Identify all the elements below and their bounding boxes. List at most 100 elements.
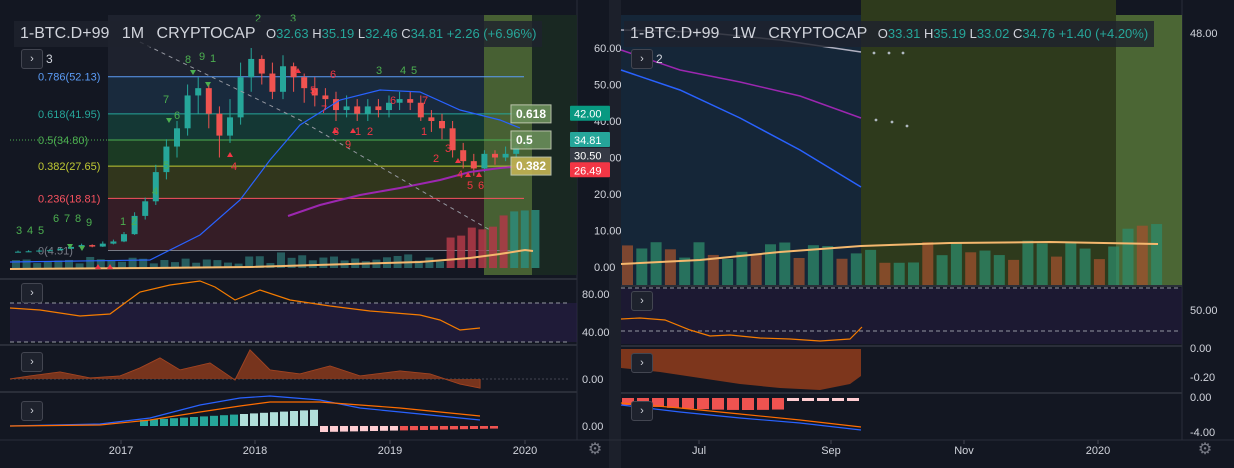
- macd-hist: [210, 415, 218, 426]
- candle: [280, 66, 286, 92]
- left-indicators-toggle[interactable]: › 3: [21, 49, 53, 69]
- chevron-right-icon: ›: [640, 357, 644, 369]
- td-label: 4: [400, 65, 406, 77]
- left-symbol-header[interactable]: 1-BTC.D+99 1M CRYPTOCAP O32.63 H35.19 L3…: [14, 21, 543, 47]
- td-triangle: [67, 244, 73, 249]
- volume-bar: [520, 210, 529, 268]
- candle: [36, 250, 43, 252]
- fib-label: 0.5(34.80): [38, 135, 88, 147]
- high-label: H: [924, 26, 934, 41]
- fib-label: 0(4.51): [38, 246, 73, 258]
- gear-icon[interactable]: ⚙: [1197, 441, 1213, 458]
- volume-bar: [664, 249, 676, 285]
- price-badge-bg: [570, 162, 610, 178]
- volume-bar: [446, 237, 455, 268]
- right-osc-pane-toggle[interactable]: ›: [631, 353, 653, 373]
- rsi-scale: 50.00: [1190, 305, 1218, 317]
- left-osc-pane-toggle[interactable]: ›: [21, 352, 43, 372]
- macd-hist: [470, 426, 478, 429]
- candle: [449, 128, 456, 151]
- volume-bar: [139, 258, 148, 268]
- price-scale-tick: 10.00: [594, 226, 622, 238]
- macd-hist: [150, 419, 158, 426]
- left-interval[interactable]: 1M: [121, 25, 145, 42]
- td-label: 2: [131, 216, 137, 228]
- td-label: 9: [345, 139, 351, 151]
- candle: [417, 102, 424, 118]
- candle: [57, 248, 64, 251]
- candle: [492, 153, 498, 158]
- macd-hist: [220, 415, 228, 426]
- right-symbol-header[interactable]: 1-BTC.D+99 1W CRYPTOCAP O33.31 H35.19 L3…: [624, 21, 1155, 47]
- chevron-right-icon: ›: [30, 287, 34, 299]
- volume-bar: [531, 210, 540, 268]
- td-label: 3: [376, 65, 382, 77]
- macd-hist: [742, 398, 754, 410]
- volume-bar: [636, 248, 648, 285]
- volume-bar: [202, 259, 211, 268]
- left-symbol-name[interactable]: 1-BTC.D+99: [20, 25, 110, 42]
- macd-hist: [712, 398, 724, 410]
- right-macd-pane-toggle[interactable]: ›: [631, 401, 653, 421]
- price-scale-tick: 50.00: [594, 80, 622, 92]
- right-interval[interactable]: 1W: [731, 25, 756, 42]
- left-macd-pane-toggle[interactable]: ›: [21, 401, 43, 421]
- td-label: 5: [310, 85, 316, 97]
- candle: [142, 201, 149, 216]
- close-value: 34.76: [1022, 26, 1055, 41]
- volume-bar: [707, 254, 719, 285]
- right-symbol-name[interactable]: 1-BTC.D+99: [630, 25, 720, 42]
- low-value: 32.46: [365, 26, 398, 41]
- candle: [184, 95, 191, 129]
- macd-hist: [420, 426, 428, 430]
- volume-bar: [765, 244, 776, 285]
- volume-bar: [330, 256, 338, 268]
- gear-icon[interactable]: ⚙: [587, 441, 603, 458]
- high-label: H: [312, 26, 322, 41]
- macd-line: [620, 404, 862, 431]
- td-label: 6: [330, 69, 336, 81]
- volume-bar: [993, 255, 1005, 285]
- ma-purple: [287, 165, 525, 217]
- volume-bar: [679, 257, 691, 285]
- chevron-right-icon: ›: [30, 53, 34, 65]
- macd-hist: [350, 426, 358, 432]
- candle: [481, 153, 488, 169]
- volume-bar: [736, 251, 748, 285]
- td-label: 8: [185, 54, 191, 66]
- macd-scale: 0.00: [582, 421, 603, 433]
- td-label: 4: [457, 169, 463, 181]
- ma-orange: [620, 240, 1159, 265]
- volume-bar: [908, 262, 919, 285]
- volume-bar: [467, 227, 476, 268]
- fib-box-label: 0.382: [516, 159, 546, 173]
- candle: [68, 246, 74, 249]
- volume-bar: [1151, 224, 1163, 285]
- open-label: O: [877, 26, 888, 41]
- candle: [163, 146, 170, 173]
- right-rsi-pane-toggle[interactable]: ›: [631, 291, 653, 311]
- candle: [364, 106, 371, 114]
- volume-bar: [478, 229, 487, 268]
- volume-bar: [779, 242, 791, 285]
- time-axis-label: 2019: [378, 445, 402, 457]
- low-label: L: [357, 26, 366, 41]
- td-label: 6: [53, 213, 59, 225]
- macd-hist: [390, 426, 398, 431]
- macd-scale: -4.00: [1190, 427, 1215, 439]
- macd-hist: [802, 398, 814, 401]
- candle: [290, 66, 297, 78]
- left-rsi-pane-toggle[interactable]: ›: [21, 283, 43, 303]
- volume-bar: [1136, 225, 1148, 285]
- chevron-right-icon: ›: [640, 295, 644, 307]
- zone-olive: [861, 0, 1116, 286]
- fib-label: 0.236(18.81): [38, 193, 100, 205]
- volume-bar: [879, 262, 891, 285]
- volume-bar: [1079, 248, 1091, 285]
- dot-marker: [887, 51, 891, 55]
- macd-hist: [410, 426, 418, 431]
- right-indicators-toggle[interactable]: › 2: [631, 49, 663, 69]
- macd-hist: [440, 426, 448, 430]
- candle: [269, 73, 276, 92]
- macd-hist: [667, 398, 679, 408]
